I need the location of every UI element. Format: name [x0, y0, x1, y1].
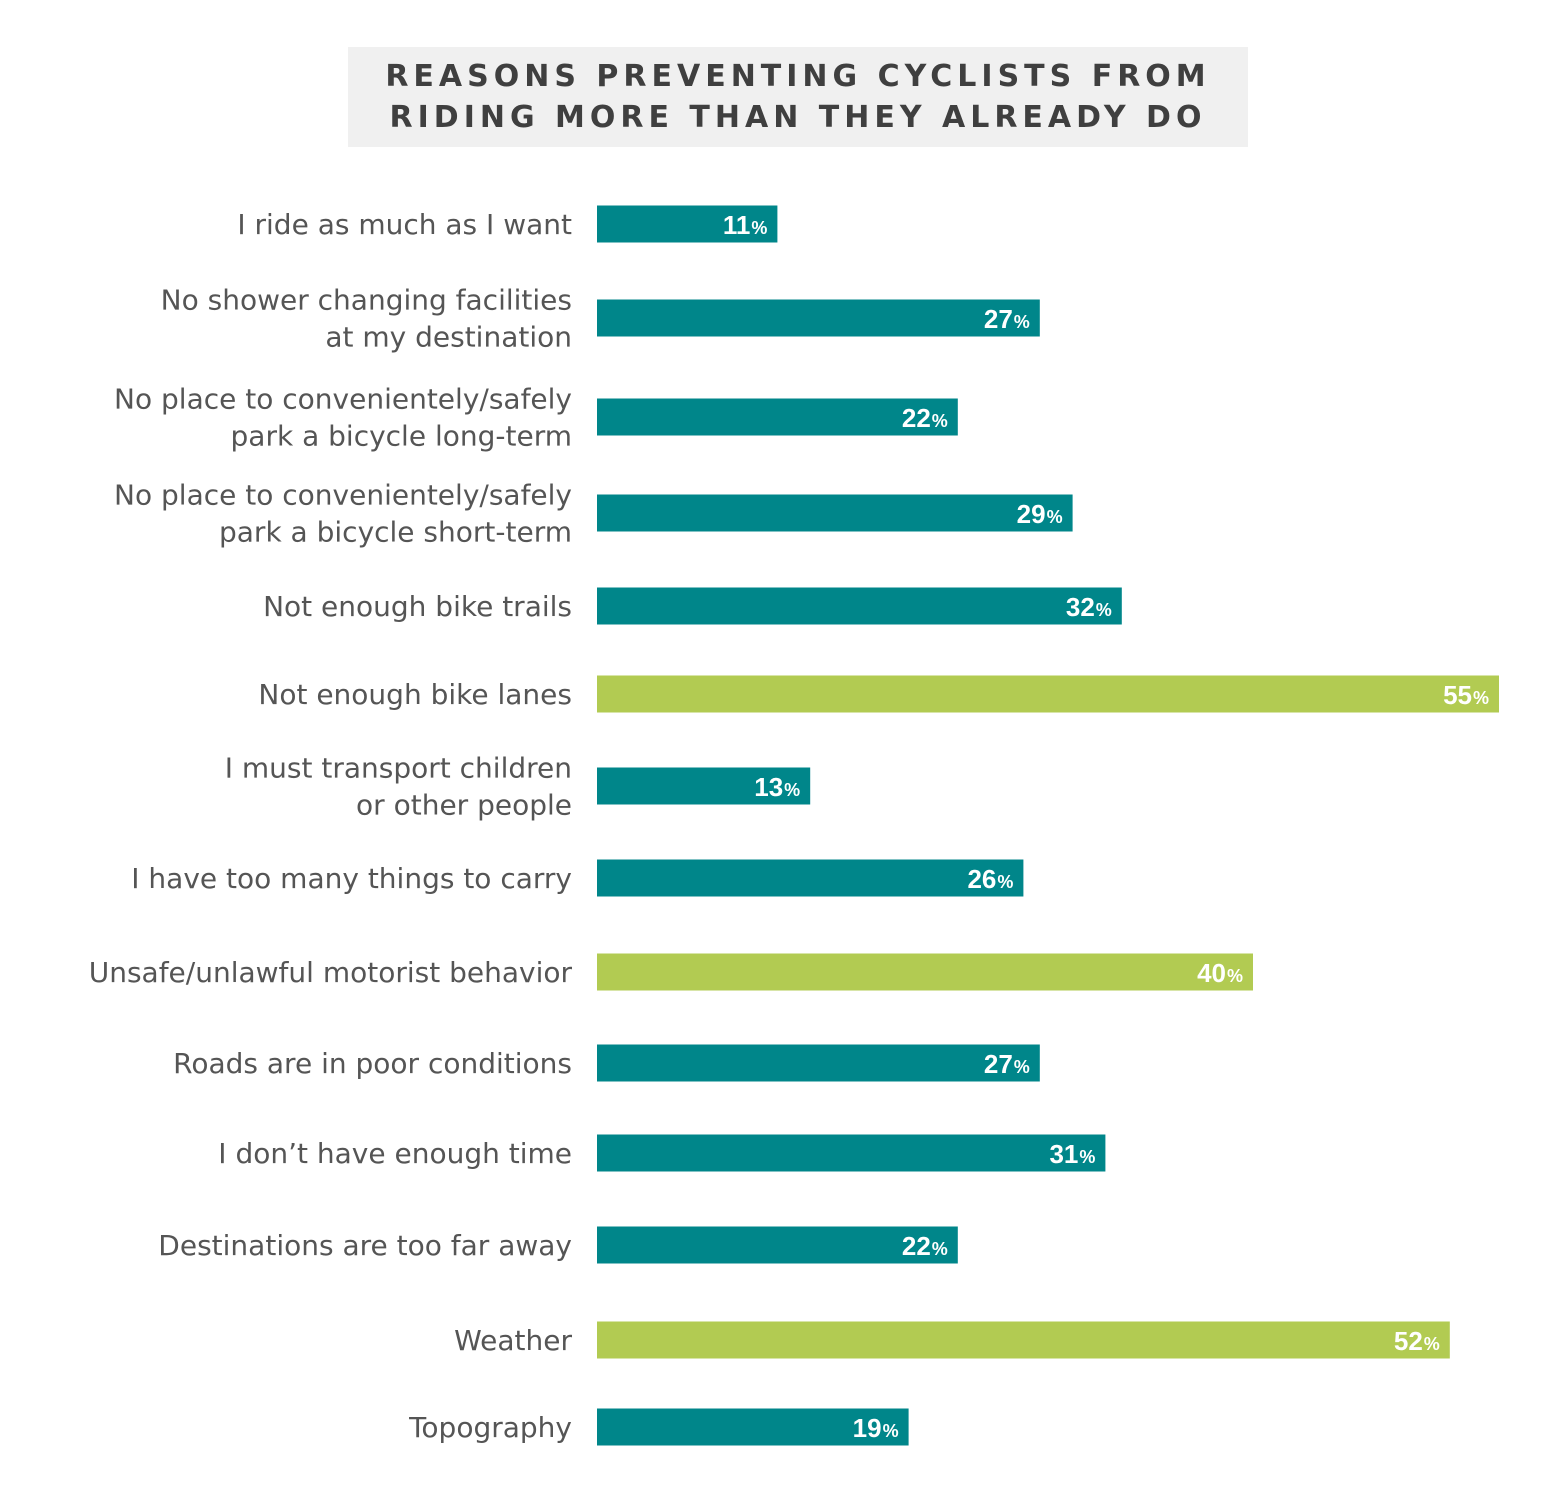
bar	[597, 675, 1499, 713]
category-label: Destinations are too far away	[158, 1229, 572, 1262]
bar-value-label: 40%	[1197, 958, 1243, 988]
bar-group: 11% I ride as much as I want	[237, 205, 778, 243]
bar-value-number: 40	[1197, 958, 1226, 988]
bar-value-number: 13	[754, 772, 783, 802]
bar-value-number: 19	[853, 1413, 882, 1443]
bar-value-label: 22%	[902, 1231, 948, 1261]
bar	[597, 1134, 1106, 1172]
bar-value-label: 26%	[967, 864, 1013, 894]
category-label: I must transport children	[225, 752, 572, 785]
category-label: Unsafe/unlawful motorist behavior	[89, 956, 573, 989]
bar-group: 55% Not enough bike lanes	[258, 675, 1499, 713]
category-label: No shower changing facilities	[161, 284, 572, 317]
bar-value-number: 22	[902, 1231, 931, 1261]
bar-value-number: 32	[1066, 592, 1095, 622]
bar-value-label: 55%	[1443, 680, 1489, 710]
bar-value-label: 27%	[984, 304, 1030, 334]
category-label: I have too many things to carry	[131, 862, 572, 895]
bar	[597, 1226, 958, 1264]
bar-value-suffix: %	[883, 1421, 899, 1441]
bar	[597, 953, 1253, 991]
category-label: Weather	[454, 1324, 572, 1357]
bar-value-suffix: %	[784, 780, 800, 800]
bar-value-number: 27	[984, 304, 1013, 334]
bar-value-number: 55	[1443, 680, 1472, 710]
bar-value-number: 27	[984, 1049, 1013, 1079]
bar-value-number: 11	[723, 210, 751, 240]
bar-value-suffix: %	[1079, 1147, 1095, 1167]
bar	[597, 1321, 1450, 1359]
bar-value-suffix: %	[1227, 966, 1243, 986]
category-label: Not enough bike lanes	[258, 678, 572, 711]
bar-value-label: 31%	[1049, 1139, 1095, 1169]
bar-value-suffix: %	[932, 1239, 948, 1259]
category-label: at my destination	[325, 321, 572, 354]
bar	[597, 398, 958, 436]
bar	[597, 494, 1073, 532]
category-label: Roads are in poor conditions	[173, 1047, 572, 1080]
bar	[597, 587, 1122, 625]
bar-group: 32% Not enough bike trails	[263, 587, 1122, 625]
bar-value-suffix: %	[751, 218, 767, 238]
bar-group: 22% No place to convenientely/safely park …	[114, 383, 958, 453]
bar-value-label: 27%	[984, 1049, 1030, 1079]
bar-value-suffix: %	[1014, 1057, 1030, 1077]
bar-value-label: 32%	[1066, 592, 1112, 622]
bar-value-label: 29%	[1017, 499, 1063, 529]
category-label: I ride as much as I want	[237, 208, 572, 241]
bar-value-label: 13%	[754, 772, 800, 802]
bar	[597, 205, 778, 243]
chart-title-line-2: RIDING MORE THAN THEY ALREADY DO	[389, 100, 1207, 135]
bar-value-suffix: %	[1047, 507, 1063, 527]
bar-value-suffix: %	[1424, 1334, 1440, 1354]
bar-group: 29% No place to convenientely/safely park …	[114, 479, 1073, 549]
bar-value-number: 52	[1394, 1326, 1423, 1356]
bar-value-suffix: %	[932, 411, 948, 431]
bar-group: 19% Topography	[408, 1408, 909, 1446]
category-label: Not enough bike trails	[263, 590, 572, 623]
bar-value-label: 11%	[723, 210, 768, 240]
category-label: Topography	[408, 1411, 572, 1444]
bar-group: 27% Roads are in poor conditions	[173, 1044, 1040, 1082]
bar-value-number: 22	[902, 403, 931, 433]
bar-value-suffix: %	[1473, 688, 1489, 708]
bar	[597, 767, 811, 805]
category-label: or other people	[356, 789, 572, 822]
category-label: No place to convenientely/safely	[114, 479, 572, 512]
bar	[597, 1044, 1040, 1082]
bar-group: 40% Unsafe/unlawful motorist behavior	[89, 953, 1253, 991]
bar-value-suffix: %	[1096, 600, 1112, 620]
bar	[597, 1408, 909, 1446]
bar-value-label: 19%	[853, 1413, 899, 1443]
bar-group: 26% I have too many things to carry	[131, 859, 1024, 897]
category-label: No place to convenientely/safely	[114, 383, 572, 416]
bar-group: 27% No shower changing facilities at my de…	[161, 284, 1040, 354]
bar-group: 31% I don’t have enough time	[218, 1134, 1106, 1172]
bar-value-number: 26	[967, 864, 996, 894]
bar-group: 22% Destinations are too far away	[158, 1226, 958, 1264]
bar-group: 13% I must transport children or other peo…	[225, 752, 811, 822]
chart-title-box: REASONS PREVENTING CYCLISTS FROM RIDING …	[348, 47, 1248, 147]
bar-value-suffix: %	[997, 872, 1013, 892]
chart-title-line-1: REASONS PREVENTING CYCLISTS FROM	[385, 59, 1211, 94]
bar-value-suffix: %	[1014, 312, 1030, 332]
bar-value-number: 31	[1049, 1139, 1078, 1169]
bar-group: 52% Weather	[454, 1321, 1450, 1359]
category-label: park a bicycle short-term	[219, 516, 572, 549]
bar-value-label: 22%	[902, 403, 948, 433]
bar-value-label: 52%	[1394, 1326, 1440, 1356]
category-label: I don’t have enough time	[218, 1137, 572, 1170]
category-label: park a bicycle long-term	[231, 420, 572, 453]
bar	[597, 859, 1024, 897]
bar-value-number: 29	[1017, 499, 1046, 529]
bar	[597, 299, 1040, 337]
